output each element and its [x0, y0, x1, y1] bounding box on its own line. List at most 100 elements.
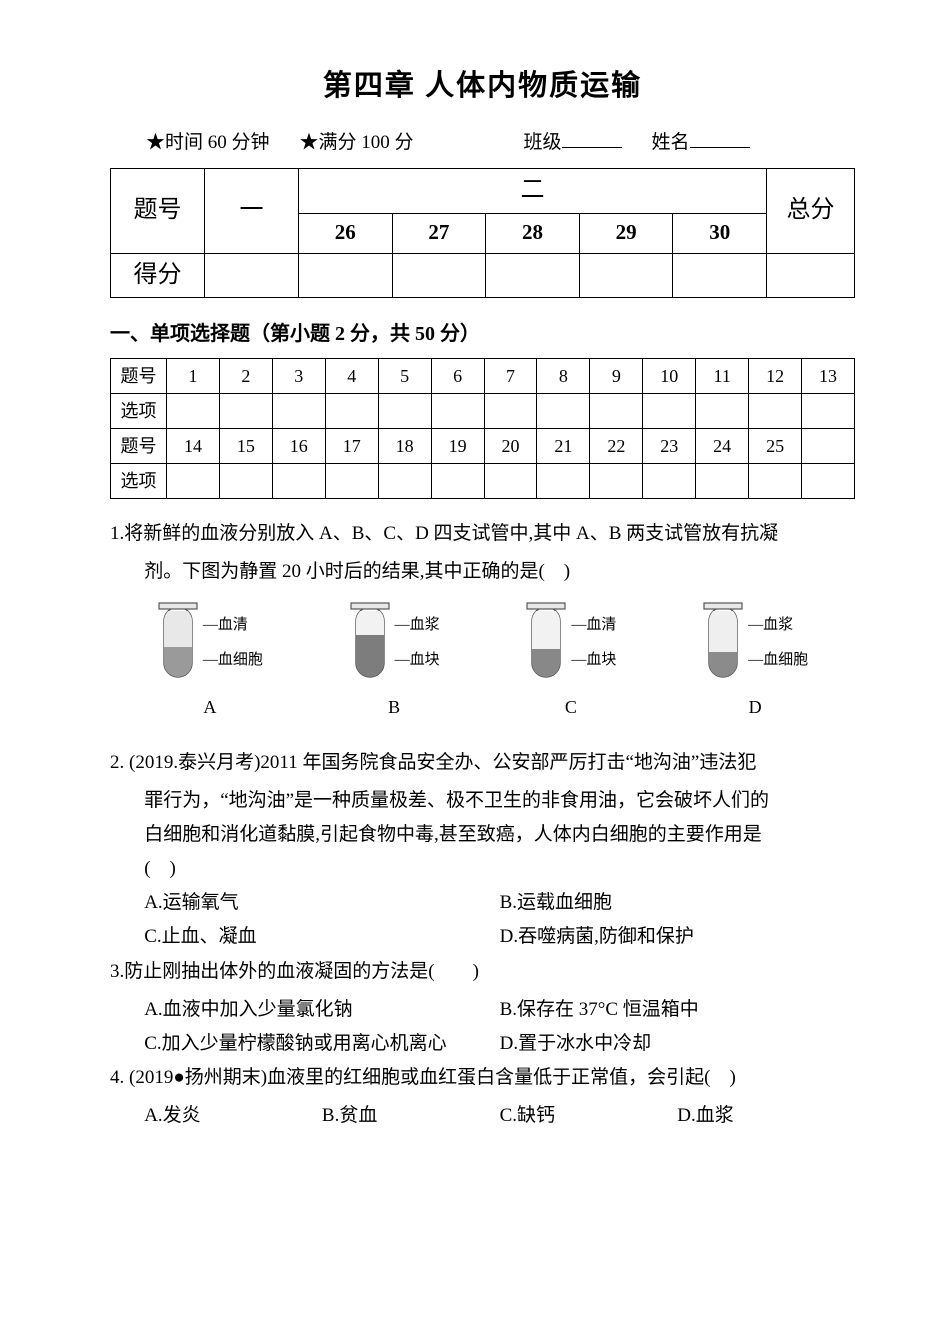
tube-letter: B: [349, 691, 440, 723]
score-cell[interactable]: [392, 253, 486, 297]
answer-num: 19: [431, 428, 484, 463]
option-b[interactable]: B.保存在 37°C 恒温箱中: [500, 993, 855, 1027]
answer-cell[interactable]: [537, 393, 590, 428]
option-a[interactable]: A.运输氧气: [144, 886, 499, 920]
question-4: 4. (2019●扬州期末)血液里的红细胞或血红蛋白含量低于正常值，会引起( ): [110, 1061, 855, 1095]
score-cell[interactable]: [767, 253, 855, 297]
answer-cell[interactable]: [643, 393, 696, 428]
name-blank[interactable]: [690, 129, 750, 148]
answer-label-num: 题号: [111, 358, 167, 393]
answer-num: 10: [643, 358, 696, 393]
score-subnum: 28: [486, 213, 580, 253]
answer-num: 11: [696, 358, 749, 393]
tube-bottom-label: —血细胞: [203, 652, 263, 669]
option-b[interactable]: B.贫血: [322, 1099, 500, 1133]
score-cell[interactable]: [486, 253, 580, 297]
option-d[interactable]: D.血浆: [677, 1099, 855, 1133]
tube-bottom-label: —血细胞: [748, 652, 808, 669]
option-b[interactable]: B.运载血细胞: [500, 886, 855, 920]
score-cell[interactable]: [579, 253, 673, 297]
answer-cell[interactable]: [537, 463, 590, 498]
answer-label-ans: 选项: [111, 393, 167, 428]
page-title: 第四章 人体内物质运输: [110, 60, 855, 112]
answer-cell[interactable]: [590, 463, 643, 498]
answer-cell[interactable]: [696, 393, 749, 428]
tube-top-label: —血浆: [748, 617, 808, 634]
answer-num: [802, 428, 855, 463]
answer-num: 23: [643, 428, 696, 463]
question-2-cont: 白细胞和消化道黏膜,引起食物中毒,甚至致癌，人体内白细胞的主要作用是: [110, 818, 855, 852]
test-tube-icon: [157, 601, 199, 685]
score-cell[interactable]: [299, 253, 393, 297]
section-1-header: 一、单项选择题（第小题 2 分，共 50 分）: [110, 316, 855, 352]
answer-cell[interactable]: [272, 393, 325, 428]
option-a[interactable]: A.血液中加入少量氯化钠: [144, 993, 499, 1027]
option-c[interactable]: C.加入少量柠檬酸钠或用离心机离心: [144, 1027, 499, 1061]
answer-cell[interactable]: [749, 463, 802, 498]
score-total-label: 总分: [767, 169, 855, 253]
answer-cell[interactable]: [484, 393, 537, 428]
answer-num: 24: [696, 428, 749, 463]
tube-group: —血浆 —血块 B: [349, 601, 440, 723]
score-subnum: 29: [579, 213, 673, 253]
answer-num: 9: [590, 358, 643, 393]
answer-cell[interactable]: [378, 463, 431, 498]
option-a[interactable]: A.发炎: [144, 1099, 322, 1133]
class-field: 班级: [524, 126, 622, 160]
answer-cell[interactable]: [167, 393, 220, 428]
question-1: 1.将新鲜的血液分别放入 A、B、C、D 四支试管中,其中 A、B 两支试管放有…: [110, 517, 855, 551]
score-subnum: 27: [392, 213, 486, 253]
answer-num: 5: [378, 358, 431, 393]
score-table: 题号 一 二 总分 26 27 28 29 30 得分: [110, 168, 855, 297]
answer-num: 17: [325, 428, 378, 463]
answer-num: 12: [749, 358, 802, 393]
answer-cell[interactable]: [167, 463, 220, 498]
answer-cell[interactable]: [696, 463, 749, 498]
answer-num: 8: [537, 358, 590, 393]
score-row-label-score: 得分: [111, 253, 205, 297]
answer-table: 题号 1 2 3 4 5 6 7 8 9 10 11 12 13 选项 题号 1…: [110, 358, 855, 499]
tube-bottom-label: —血块: [395, 652, 440, 669]
score-subnum: 26: [299, 213, 393, 253]
answer-label-ans: 选项: [111, 463, 167, 498]
answer-cell[interactable]: [802, 393, 855, 428]
answer-cell[interactable]: [219, 393, 272, 428]
answer-cell[interactable]: [643, 463, 696, 498]
answer-cell[interactable]: [325, 463, 378, 498]
question-4-options: A.发炎 B.贫血 C.缺钙 D.血浆: [110, 1099, 855, 1133]
class-blank[interactable]: [562, 129, 622, 148]
option-d[interactable]: D.置于冰水中冷却: [500, 1027, 855, 1061]
answer-cell[interactable]: [484, 463, 537, 498]
score-col-one: 一: [205, 169, 299, 253]
answer-num: 2: [219, 358, 272, 393]
class-label: 班级: [524, 132, 562, 153]
tube-top-label: —血浆: [395, 617, 440, 634]
option-c[interactable]: C.止血、凝血: [144, 920, 499, 954]
answer-row-nums-2: 题号 14 15 16 17 18 19 20 21 22 23 24 25: [111, 428, 855, 463]
answer-cell[interactable]: [378, 393, 431, 428]
test-tube-icon: [525, 601, 567, 685]
tube-top-label: —血清: [571, 617, 616, 634]
answer-num: 25: [749, 428, 802, 463]
time-label: ★时间 60 分钟: [146, 126, 270, 160]
tube-group: —血浆 —血细胞 D: [702, 601, 808, 723]
score-col-two-header: 二: [299, 169, 767, 213]
answer-cell[interactable]: [749, 393, 802, 428]
answer-cell[interactable]: [590, 393, 643, 428]
question-2: 2. (2019.泰兴月考)2011 年国务院食品安全办、公安部严厉打击“地沟油…: [110, 746, 855, 780]
answer-cell[interactable]: [802, 463, 855, 498]
option-d[interactable]: D.吞噬病菌,防御和保护: [500, 920, 855, 954]
answer-cell[interactable]: [431, 463, 484, 498]
answer-row-blank-1: 选项: [111, 393, 855, 428]
answer-num: 3: [272, 358, 325, 393]
answer-cell[interactable]: [325, 393, 378, 428]
score-cell[interactable]: [205, 253, 299, 297]
question-2-cont: 罪行为，“地沟油”是一种质量极差、极不卫生的非食用油，它会破坏人们的: [110, 784, 855, 818]
option-c[interactable]: C.缺钙: [500, 1099, 678, 1133]
answer-cell[interactable]: [219, 463, 272, 498]
answer-cell[interactable]: [272, 463, 325, 498]
score-cell[interactable]: [673, 253, 767, 297]
tube-group: —血清 —血块 C: [525, 601, 616, 723]
tube-top-label: —血清: [203, 617, 263, 634]
answer-cell[interactable]: [431, 393, 484, 428]
